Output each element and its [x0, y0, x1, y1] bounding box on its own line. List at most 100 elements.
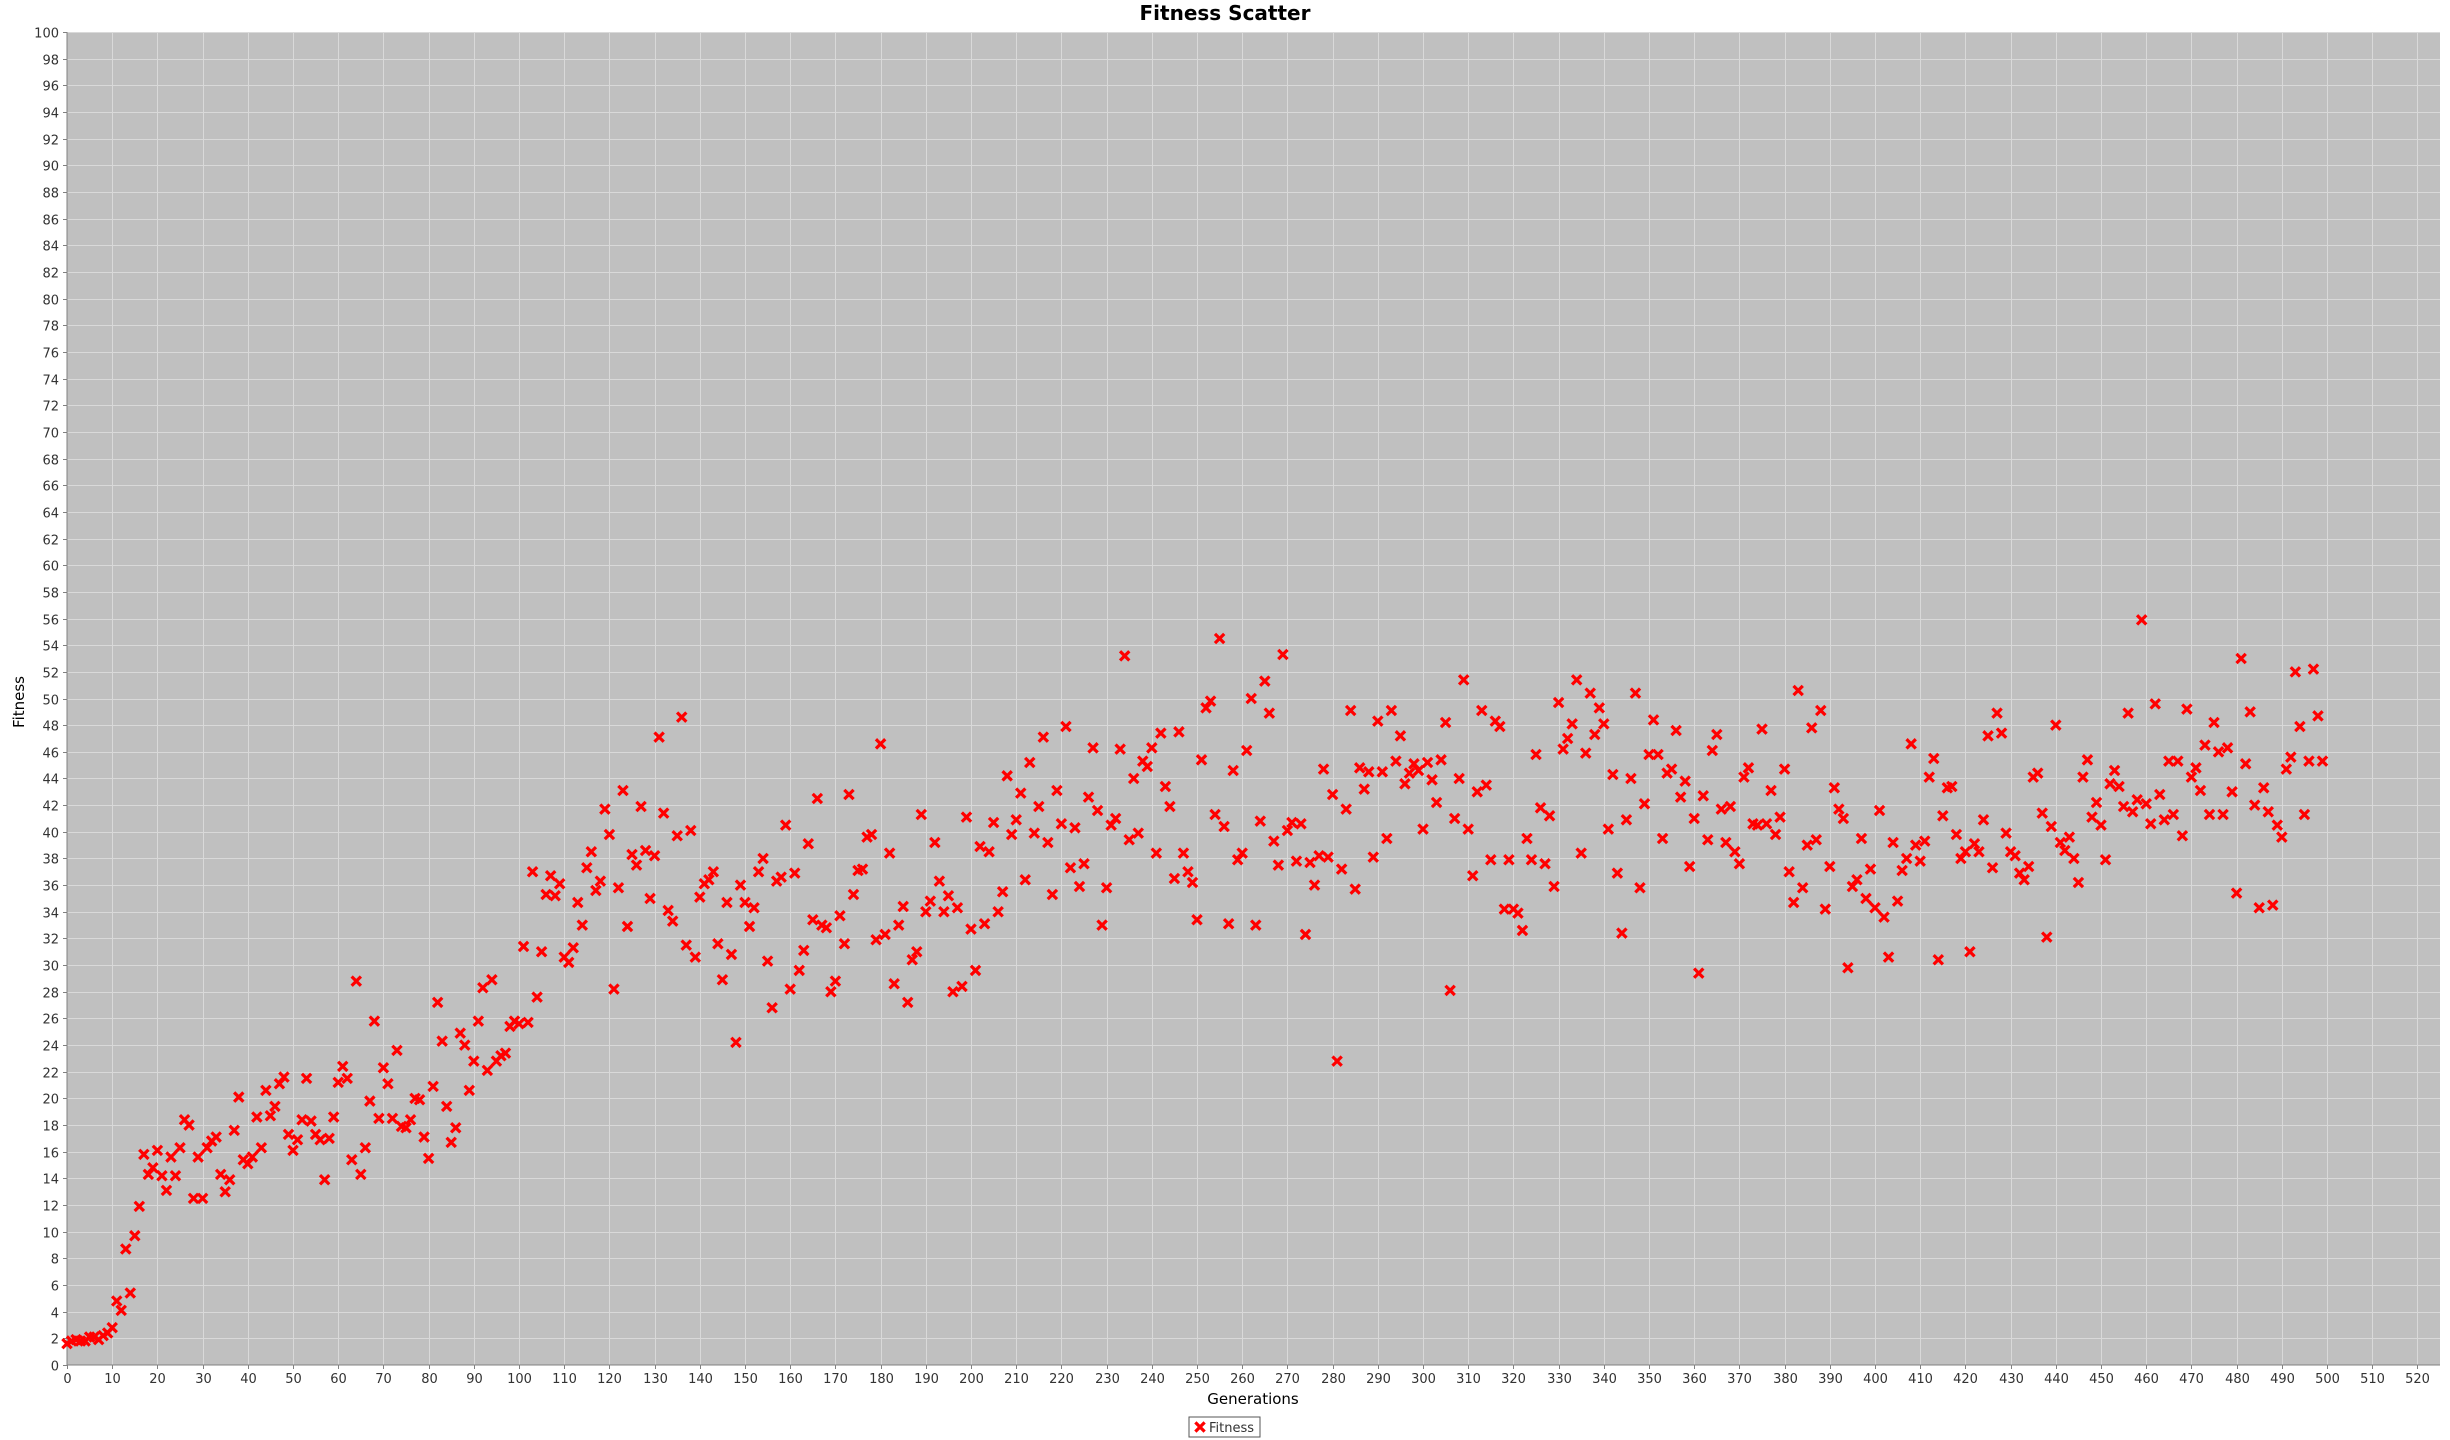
data-point — [1046, 888, 1059, 901]
x-tick-label: 260 — [1230, 1372, 1255, 1387]
data-point — [1602, 823, 1615, 835]
x-tick-label: 60 — [330, 1372, 347, 1387]
data-point — [865, 828, 878, 841]
data-point — [1855, 832, 1868, 845]
x-tick-label: 380 — [1773, 1372, 1798, 1387]
y-tick-label: 22 — [42, 1067, 59, 1082]
data-point — [1986, 862, 1999, 874]
data-point — [1023, 756, 1036, 769]
data-point — [1435, 754, 1447, 766]
data-point — [540, 888, 552, 901]
data-point — [1814, 704, 1827, 717]
data-point — [1982, 730, 1994, 742]
data-point — [291, 1133, 304, 1146]
data-point — [562, 956, 575, 969]
data-point — [1213, 632, 1226, 645]
data-point — [350, 975, 363, 987]
data-point — [1503, 854, 1515, 866]
data-point — [1475, 704, 1488, 717]
y-tick-label: 8 — [51, 1253, 59, 1268]
x-tick-label: 150 — [733, 1372, 758, 1387]
data-point — [1534, 802, 1547, 814]
data-point — [174, 1141, 186, 1154]
data-point — [187, 1192, 200, 1205]
data-point — [526, 866, 539, 878]
data-point — [517, 940, 530, 953]
y-tick-label: 98 — [42, 54, 59, 69]
x-tick-label: 20 — [149, 1372, 166, 1387]
data-point — [2144, 818, 2157, 830]
data-point — [1801, 839, 1813, 851]
data-point — [2199, 739, 2211, 751]
x-tick-label: 210 — [1004, 1372, 1029, 1387]
data-point — [1426, 774, 1438, 786]
data-point — [1069, 822, 1081, 834]
data-point — [1611, 867, 1624, 879]
data-point — [377, 1061, 390, 1074]
data-point — [1873, 804, 1886, 817]
data-point — [1760, 818, 1773, 830]
data-point — [1037, 731, 1050, 743]
data-point — [1787, 896, 1800, 909]
data-point — [232, 1091, 245, 1103]
data-point — [1372, 715, 1384, 727]
data-point — [1665, 763, 1678, 775]
data-point — [183, 1119, 195, 1131]
y-tick-label: 30 — [42, 960, 59, 975]
data-point — [811, 792, 824, 805]
y-tick-label: 94 — [42, 107, 59, 122]
data-point — [983, 846, 995, 858]
data-point — [422, 1152, 435, 1165]
data-point — [1977, 814, 1990, 826]
data-point — [345, 1153, 358, 1166]
data-point — [1132, 827, 1145, 839]
data-point — [1819, 903, 1832, 915]
data-point — [938, 906, 950, 918]
data-point — [1222, 918, 1235, 930]
data-point — [341, 1072, 354, 1085]
data-point — [1932, 954, 1945, 966]
data-point — [1466, 870, 1479, 882]
grid-lines — [67, 32, 2440, 1365]
data-point — [648, 850, 661, 862]
data-point — [1598, 718, 1610, 730]
data-point — [2036, 807, 2049, 819]
data-point — [1792, 684, 1804, 697]
x-tick-label: 290 — [1366, 1372, 1391, 1387]
x-tick-label: 80 — [421, 1372, 438, 1387]
data-point — [2054, 836, 2067, 849]
data-point — [635, 800, 647, 813]
data-point — [2131, 794, 2143, 806]
data-point — [1715, 803, 1728, 815]
data-point — [115, 1304, 128, 1317]
data-point — [1340, 803, 1352, 815]
data-point — [1073, 880, 1086, 893]
data-point — [752, 866, 765, 878]
data-point — [1905, 738, 1917, 750]
data-point — [571, 896, 584, 909]
data-point — [965, 923, 977, 935]
data-point — [1824, 860, 1836, 873]
data-point — [427, 1080, 439, 1093]
data-point — [436, 1035, 448, 1047]
data-point — [1882, 951, 1895, 963]
data-point — [1778, 763, 1791, 775]
data-point — [960, 811, 973, 823]
data-point — [739, 896, 751, 909]
data-point — [834, 910, 846, 922]
x-tick-label: 240 — [1140, 1372, 1165, 1387]
data-point — [2104, 778, 2116, 790]
x-tick-label: 350 — [1637, 1372, 1662, 1387]
legend-marker-icon — [1194, 1421, 1206, 1433]
data-point — [1448, 812, 1461, 825]
y-tick-label: 56 — [42, 614, 59, 629]
data-point — [1390, 755, 1402, 767]
data-point — [336, 1060, 349, 1073]
data-point — [1891, 895, 1904, 907]
data-point — [2153, 788, 2166, 801]
legend-marker — [1194, 1421, 1206, 1433]
data-point — [788, 867, 801, 879]
data-point — [1485, 854, 1497, 866]
data-point — [1729, 846, 1741, 858]
data-point — [147, 1161, 159, 1174]
